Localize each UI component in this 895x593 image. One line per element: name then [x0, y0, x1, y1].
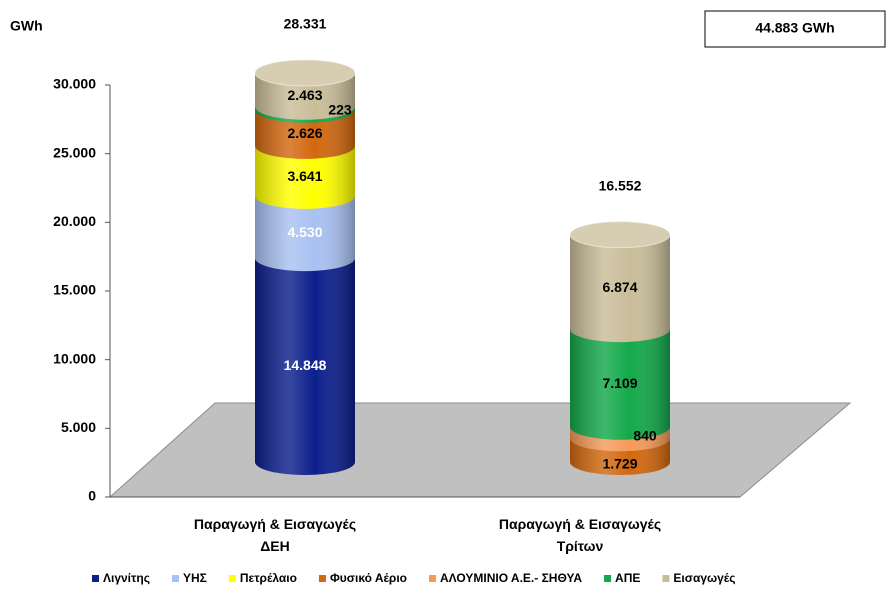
value-label: 6.874	[602, 279, 637, 295]
legend-label: ΑΛΟΥΜΙΝΙΟ Α.Ε.- ΣΗΘΥΑ	[440, 571, 582, 585]
y-tick-label: 0	[88, 488, 96, 504]
value-label: 3.641	[287, 168, 322, 184]
value-label: 2.626	[287, 125, 322, 141]
y-tick-label: 15.000	[53, 282, 96, 298]
x-tick-label: Παραγωγή & Εισαγωγές Τρίτων	[499, 516, 661, 554]
cylinder-top-highlight	[255, 59, 355, 86]
value-label: 840	[633, 428, 657, 444]
value-label: 4.530	[287, 224, 322, 240]
y-tick-label: 5.000	[61, 419, 96, 435]
legend-label: ΑΠΕ	[615, 571, 640, 585]
annotation: 44.883 GWh	[755, 20, 834, 36]
legend-swatch	[429, 575, 437, 582]
legend-label: Πετρέλαιο	[240, 571, 297, 585]
legend-swatch	[228, 575, 236, 582]
y-tick-label: 25.000	[53, 144, 96, 160]
legend-swatch	[318, 575, 326, 582]
annotation-box	[704, 10, 886, 48]
legend-swatch	[171, 575, 179, 582]
legend-swatch	[92, 575, 99, 582]
x-tick-label: Παραγωγή & Εισαγωγές ΔΕΗ	[194, 516, 356, 554]
y-axis-label: GWh	[10, 18, 43, 34]
cylinder-shade	[570, 221, 670, 475]
total-label: 16.552	[599, 177, 642, 193]
y-tick-label: 20.000	[53, 213, 96, 229]
legend-label: Λιγνίτης	[103, 571, 150, 585]
cylinder-top-highlight	[570, 221, 670, 248]
value-label: 2.463	[287, 87, 322, 103]
value-label: 14.848	[284, 357, 327, 373]
cylinder-top	[569, 221, 671, 249]
total-label: 28.331	[284, 16, 327, 32]
legend-swatch	[604, 575, 612, 582]
legend-swatch	[662, 575, 670, 582]
cylinder-top	[254, 59, 356, 87]
legend-label: ΥΗΣ	[183, 571, 207, 585]
cylinder-shade	[255, 59, 355, 476]
y-tick-label: 30.000	[53, 76, 96, 92]
value-label: 7.109	[602, 375, 637, 391]
y-tick-label: 10.000	[53, 350, 96, 366]
floor	[108, 402, 852, 498]
legend-label: Φυσικό Αέριο	[330, 571, 407, 585]
legend-label: Εισαγωγές	[673, 571, 735, 585]
value-label: 223	[328, 101, 352, 117]
value-label: 1.729	[602, 455, 637, 471]
